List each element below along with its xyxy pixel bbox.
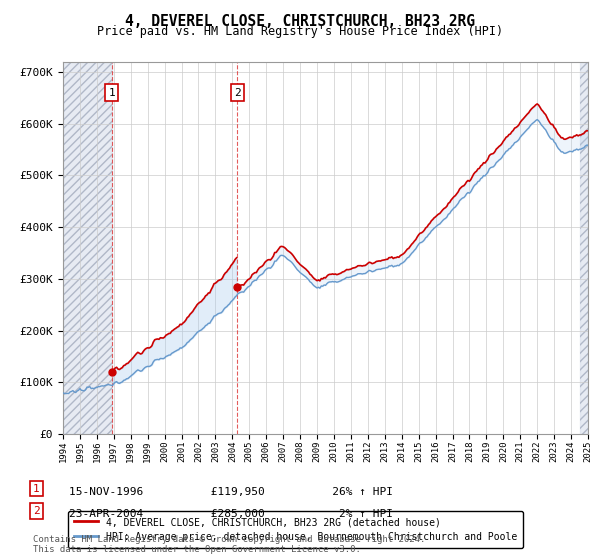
Text: 15-NOV-1996          £119,950          26% ↑ HPI: 15-NOV-1996 £119,950 26% ↑ HPI: [69, 487, 393, 497]
Text: 23-APR-2004          £285,000           2% ↑ HPI: 23-APR-2004 £285,000 2% ↑ HPI: [69, 509, 393, 519]
Bar: [580, 62, 588, 434]
Text: 2: 2: [33, 506, 40, 516]
Text: Price paid vs. HM Land Registry's House Price Index (HPI): Price paid vs. HM Land Registry's House …: [97, 25, 503, 38]
Bar: [63, 62, 112, 434]
Text: 1: 1: [33, 484, 40, 494]
Bar: [580, 62, 588, 434]
Bar: [63, 62, 112, 434]
Text: 4, DEVEREL CLOSE, CHRISTCHURCH, BH23 2RG: 4, DEVEREL CLOSE, CHRISTCHURCH, BH23 2RG: [125, 14, 475, 29]
Text: 2: 2: [234, 87, 241, 97]
Text: Contains HM Land Registry data © Crown copyright and database right 2024.
This d: Contains HM Land Registry data © Crown c…: [33, 535, 425, 554]
Legend: 4, DEVEREL CLOSE, CHRISTCHURCH, BH23 2RG (detached house), HPI: Average price, d: 4, DEVEREL CLOSE, CHRISTCHURCH, BH23 2RG…: [68, 511, 523, 548]
Text: 1: 1: [109, 87, 115, 97]
